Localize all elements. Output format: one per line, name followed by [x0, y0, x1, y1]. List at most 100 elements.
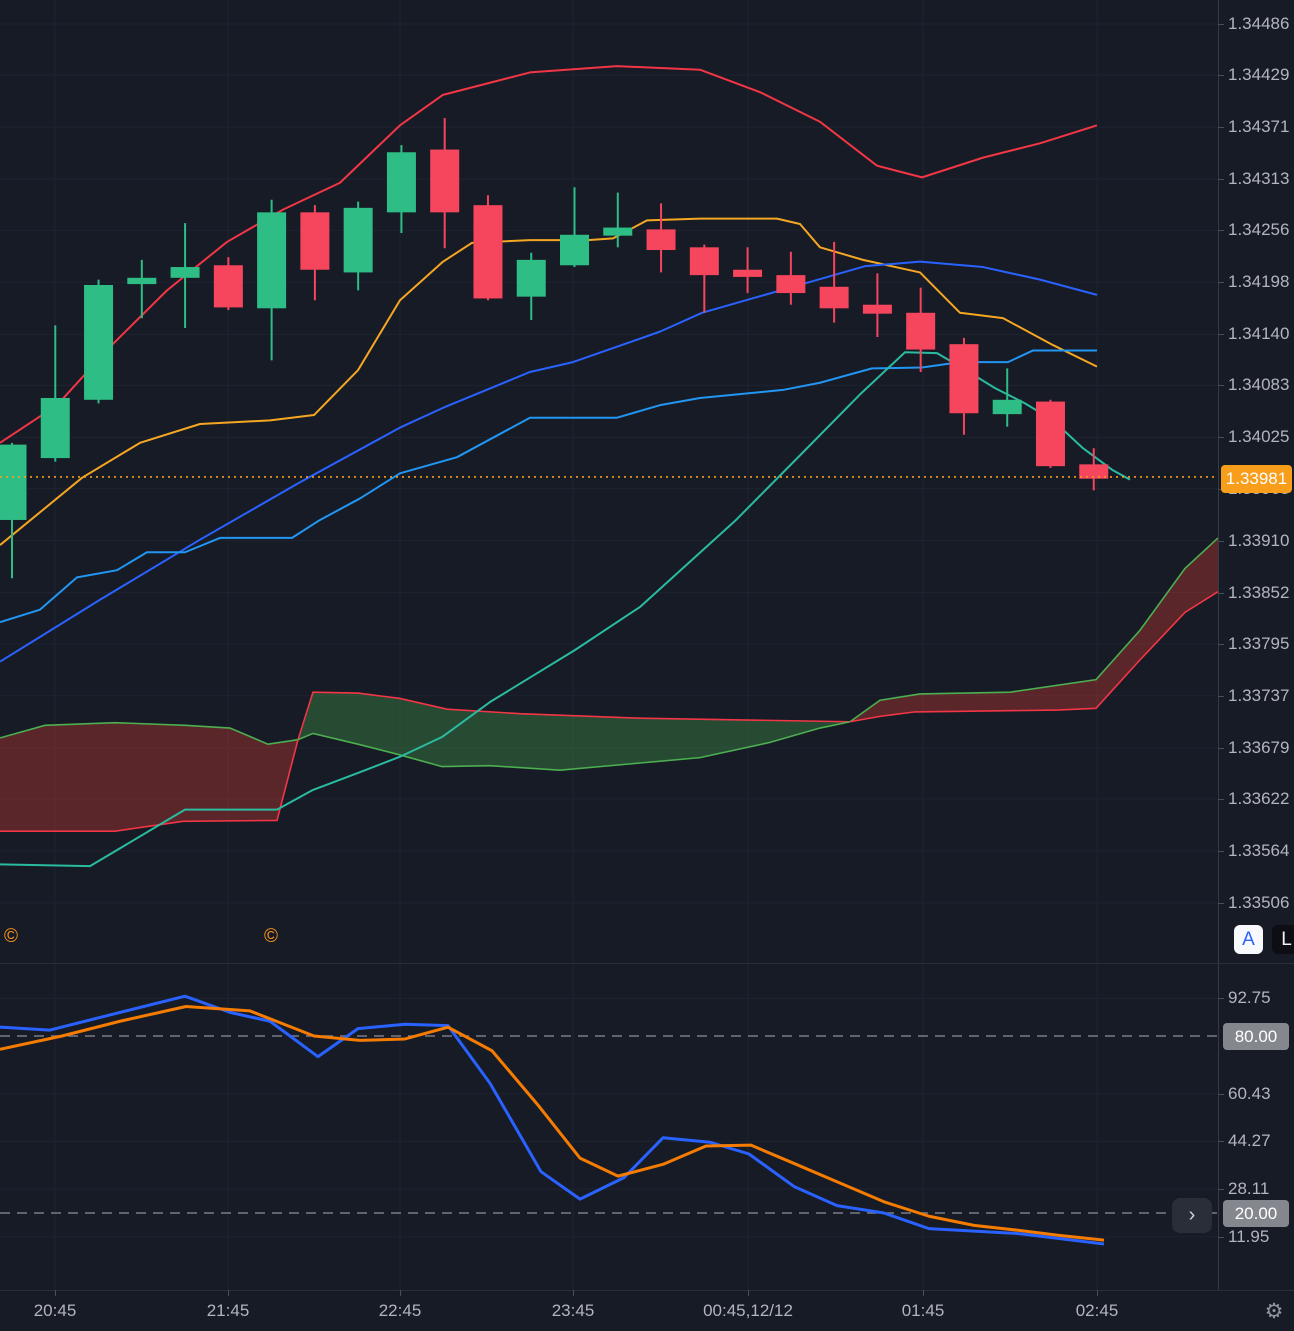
expand-panel-button[interactable]: ›: [1172, 1198, 1212, 1233]
price-axis-label: 1.34083: [1228, 375, 1290, 395]
time-axis-label: 23:45: [551, 1301, 595, 1320]
log-scale-label: L: [1281, 928, 1292, 950]
axis-tick: [1218, 798, 1224, 800]
candle-up: [992, 399, 1022, 415]
candle-down: [906, 312, 936, 350]
upper-band-red: [0, 65, 1098, 444]
oscillator-level-tag: 80.00: [1223, 1023, 1289, 1050]
candle-up: [170, 267, 200, 278]
oscillator-axis-label: 28.11: [1228, 1179, 1270, 1199]
time-axis-label: 20:45: [33, 1301, 77, 1320]
axis-tick: [1218, 540, 1224, 542]
time-axis-label: 02:45: [1075, 1301, 1119, 1320]
candle-down: [1079, 464, 1109, 479]
gear-icon: ⚙: [1264, 1299, 1284, 1323]
candle-down: [473, 205, 503, 299]
axis-tick: [1218, 592, 1224, 594]
time-axis-label: 01:45: [901, 1301, 945, 1320]
time-axis-tick: [573, 1290, 574, 1296]
mid-ma-light-blue: [0, 349, 1097, 624]
price-axis-label: 1.34025: [1228, 427, 1290, 447]
price-axis-separator: [1218, 0, 1219, 1290]
candle-up: [343, 207, 373, 273]
time-axis-tick: [923, 1290, 924, 1296]
tenkan-teal: [0, 351, 1131, 868]
indicator-lines: [0, 65, 1131, 868]
candle-up: [40, 397, 70, 459]
price-axis-label: 1.34140: [1228, 324, 1290, 344]
candle-down: [689, 247, 719, 276]
candle-down: [1035, 401, 1065, 467]
axis-tick: [1218, 1236, 1224, 1238]
candle-up: [386, 152, 416, 213]
axis-tick: [1218, 334, 1224, 336]
oscillator-axis-label: 11.95: [1228, 1226, 1270, 1246]
axis-tick: [1218, 1141, 1224, 1143]
oscillator-axis-label: 92.75: [1228, 988, 1271, 1008]
candle-down: [213, 265, 243, 308]
candle-up: [84, 284, 114, 400]
price-axis-label: 1.34313: [1228, 169, 1290, 189]
price-axis-label: 1.34371: [1228, 117, 1290, 137]
candle-down: [430, 149, 460, 213]
price-axis-label: 1.33795: [1228, 633, 1290, 653]
time-axis-label: 21:45: [206, 1301, 250, 1320]
timezone-settings-button[interactable]: ⚙: [1260, 1297, 1288, 1325]
time-axis-tick: [400, 1290, 401, 1296]
time-axis-separator: [0, 1290, 1294, 1291]
axis-tick: [1218, 437, 1224, 439]
oscillator-axis-label: 44.27: [1228, 1131, 1271, 1151]
price-axis-label: 1.34256: [1228, 220, 1290, 240]
axis-tick: [1218, 747, 1224, 749]
time-axis-tick: [1097, 1290, 1098, 1296]
price-axis-label: 1.33737: [1228, 685, 1290, 705]
price-axis-label: 1.34198: [1228, 272, 1290, 292]
chevron-right-icon: ›: [1188, 1204, 1196, 1226]
candle-down: [733, 269, 763, 277]
oscillator-axis-label: 60.43: [1228, 1083, 1271, 1103]
candle-up: [560, 234, 590, 266]
axis-tick: [1218, 230, 1224, 232]
axis-tick: [1218, 179, 1224, 181]
ichimoku-clouds: [0, 537, 1219, 832]
axis-tick: [1218, 695, 1224, 697]
candle-up: [0, 444, 27, 520]
slow-ma-dark-blue: [0, 260, 1098, 663]
time-axis-tick: [55, 1290, 56, 1296]
axis-tick: [1218, 850, 1224, 852]
copyright-icon[interactable]: ©: [4, 926, 18, 947]
kijun-orange: [0, 217, 1098, 546]
candle-up: [603, 227, 633, 236]
price-axis-label: 1.33910: [1228, 530, 1290, 550]
gridlines: [0, 0, 1218, 1290]
axis-tick: [1218, 643, 1224, 645]
candle-down: [776, 275, 806, 294]
axis-tick: [1218, 127, 1224, 129]
ichimoku-cloud-left-red: [0, 722, 298, 832]
candle-down: [646, 229, 676, 251]
k-line-blue: [0, 994, 1105, 1246]
ichimoku-cloud-mid-green: [298, 692, 850, 771]
current-price-tag: 1.33981: [1221, 465, 1292, 493]
axis-tick: [1218, 1093, 1224, 1095]
ichimoku-cloud-right-red: [850, 537, 1218, 722]
d-line-orange: [0, 1005, 1105, 1242]
candle-down: [862, 304, 892, 314]
time-axis-label: 22:45: [378, 1301, 422, 1320]
axis-tick: [1218, 1189, 1224, 1191]
candle-down: [300, 212, 330, 270]
price-axis-label: 1.34486: [1228, 14, 1290, 33]
candle-up: [516, 259, 546, 297]
copyright-icon[interactable]: ©: [264, 926, 278, 947]
price-axis-label: 1.33852: [1228, 582, 1290, 602]
time-axis-tick: [228, 1290, 229, 1296]
candle-down: [819, 286, 849, 309]
time-axis-label: 00:45,12/12: [703, 1301, 793, 1320]
auto-scale-button[interactable]: A: [1234, 925, 1263, 954]
pane-separator[interactable]: [0, 963, 1294, 964]
axis-tick: [1218, 385, 1224, 387]
axis-tick: [1218, 902, 1224, 904]
log-scale-button[interactable]: L: [1272, 925, 1294, 954]
